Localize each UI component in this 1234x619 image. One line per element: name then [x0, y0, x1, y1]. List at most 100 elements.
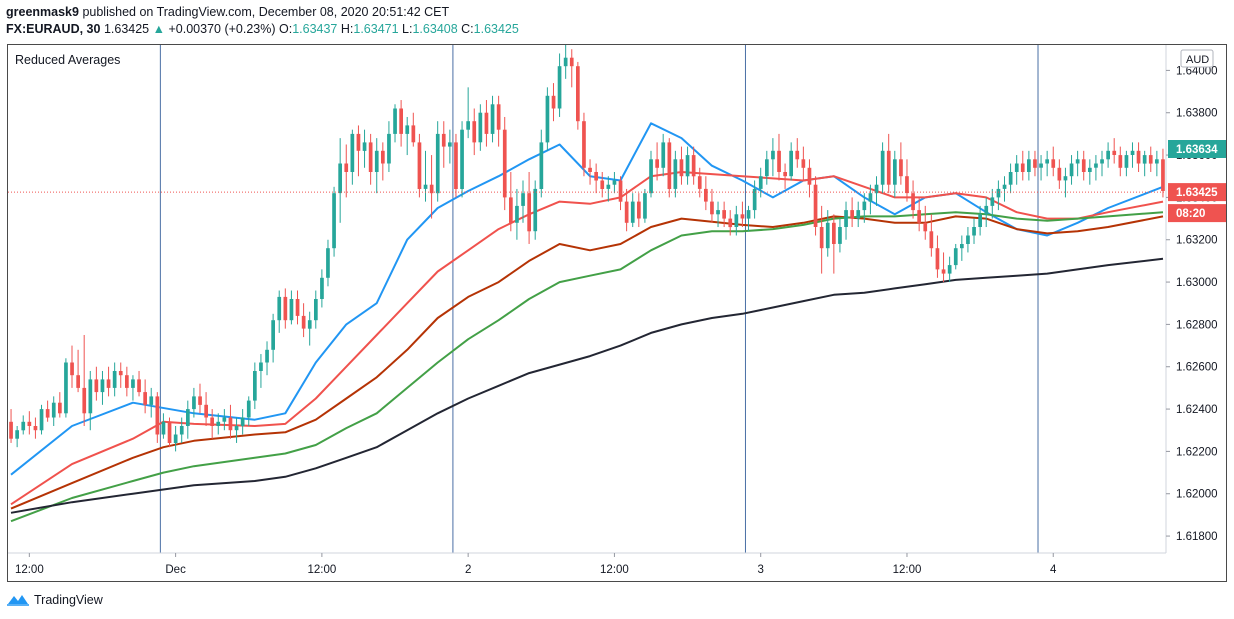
- candle-body: [70, 362, 74, 376]
- change-text: +0.00370 (+0.23%): [168, 22, 276, 36]
- candle-body: [1027, 159, 1031, 172]
- candle-body: [277, 296, 282, 321]
- open-label: O:: [279, 22, 293, 36]
- candle-body: [972, 227, 976, 236]
- candle-body: [466, 121, 470, 130]
- candle-body: [246, 400, 251, 418]
- candle-body: [259, 362, 263, 371]
- moving-averages: [10, 122, 1164, 523]
- candle-body: [594, 172, 598, 181]
- candle-body: [1002, 184, 1007, 189]
- candle-body: [643, 193, 647, 219]
- candle-body: [637, 201, 641, 219]
- candle-body: [137, 379, 141, 393]
- high-price-badge-text: 1.63634: [1176, 144, 1218, 156]
- currency-badge-text: AUD: [1186, 54, 1209, 66]
- candle-body: [996, 188, 1001, 198]
- candle-body: [332, 193, 336, 249]
- candle-body: [381, 150, 385, 164]
- time-tick-label: 4: [1050, 564, 1057, 576]
- candle-body: [9, 421, 13, 439]
- candle-body: [1057, 167, 1062, 181]
- candle-body: [1106, 150, 1110, 160]
- footer: TradingView: [6, 592, 103, 608]
- candle-body: [844, 210, 848, 227]
- candle-body: [947, 265, 952, 274]
- open-value: 1.63437: [292, 22, 338, 36]
- candle-body: [1014, 163, 1019, 172]
- candle-body: [1112, 150, 1117, 155]
- change-arrow-icon: ▲: [152, 22, 165, 36]
- candle-body: [204, 404, 208, 418]
- candle-body: [941, 269, 946, 274]
- candle-body: [661, 142, 666, 168]
- high-label: H:: [340, 22, 354, 36]
- high-price-badge: [1168, 140, 1226, 158]
- candle-body: [161, 421, 166, 435]
- candle-body: [210, 417, 214, 426]
- candle-body: [771, 150, 775, 160]
- candle-body: [125, 375, 129, 388]
- moving-average-line: [10, 211, 1164, 523]
- time-tick-label: 3: [757, 564, 763, 576]
- candle-body: [722, 210, 726, 219]
- candle-body: [600, 180, 605, 189]
- symbol-interval: FX:EURAUD, 30: [6, 22, 101, 36]
- candle-body: [838, 227, 842, 244]
- candle-body: [1100, 159, 1104, 164]
- candle-body: [82, 387, 87, 414]
- tradingview-logo-icon[interactable]: [6, 592, 30, 608]
- candle-body: [33, 426, 38, 431]
- price-tick-label: 1.64000: [1176, 65, 1218, 77]
- candle-body: [301, 315, 306, 329]
- last-price-badge-text: 1.63425: [1176, 187, 1218, 199]
- candle-body: [740, 214, 745, 219]
- candle-body: [106, 379, 111, 388]
- candle-body: [704, 188, 708, 202]
- candle-body: [1051, 159, 1056, 168]
- candle-body: [216, 421, 221, 426]
- indicator-label[interactable]: Reduced Averages: [15, 53, 121, 67]
- price-badges: 1.63634 1.63425 08:20: [1168, 140, 1226, 223]
- candle-body: [630, 201, 635, 223]
- chart-frame[interactable]: [7, 44, 1227, 582]
- last-price-badge: [1168, 183, 1226, 202]
- candle-body: [850, 210, 854, 219]
- candle-body: [472, 121, 477, 143]
- time-tick-label: 2: [465, 564, 471, 576]
- candle-body: [411, 125, 416, 143]
- moving-average-line: [10, 215, 1164, 510]
- candle-body: [563, 57, 568, 67]
- candle-body: [960, 244, 964, 249]
- candle-body: [1130, 150, 1135, 155]
- candle-body: [978, 214, 982, 227]
- publisher-name[interactable]: greenmask9: [6, 5, 79, 19]
- candle-body: [765, 159, 769, 177]
- candle-body: [88, 379, 93, 414]
- price-tick-label: 1.62800: [1176, 319, 1218, 331]
- candle-body: [131, 379, 135, 388]
- candle-body: [405, 125, 410, 134]
- candle-body: [667, 142, 672, 189]
- price-tick-label: 1.63200: [1176, 235, 1218, 247]
- candle-body: [521, 193, 525, 206]
- candle-body: [758, 176, 763, 189]
- candle-body: [100, 379, 105, 393]
- footer-brand[interactable]: TradingView: [34, 593, 103, 607]
- price-tick-label: 1.62000: [1176, 489, 1218, 501]
- candle-body: [271, 320, 275, 350]
- candle-body: [539, 142, 544, 189]
- candle-body: [618, 180, 623, 202]
- candle-body: [734, 214, 739, 227]
- candle-body: [789, 150, 793, 177]
- candle-body: [58, 402, 62, 414]
- candle-body: [649, 159, 653, 194]
- price-tick-label: 1.63000: [1176, 277, 1218, 289]
- candle-body: [716, 210, 720, 215]
- candle-body: [685, 155, 690, 177]
- candle-body: [76, 375, 80, 388]
- candle-body: [880, 150, 885, 185]
- candle-body: [874, 184, 879, 194]
- candle-body: [935, 248, 940, 270]
